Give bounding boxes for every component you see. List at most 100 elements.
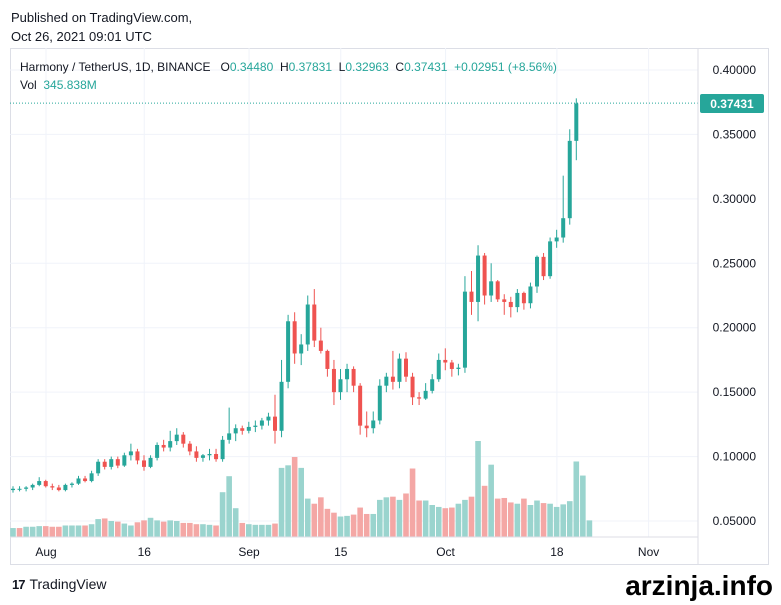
candle-body [548, 241, 553, 277]
volume-bar [363, 513, 370, 537]
candle-body [456, 367, 461, 369]
volume-bar [246, 524, 252, 537]
volume-bar [272, 523, 278, 537]
candle-body [253, 425, 258, 427]
candle-body [351, 368, 356, 386]
candle-body [358, 385, 363, 426]
volume-bar [56, 526, 62, 537]
candle-body [194, 451, 199, 458]
volume-bar [265, 524, 272, 537]
candle-body [181, 434, 186, 444]
volume-bar [193, 524, 200, 537]
brand-name: TradingView [29, 576, 107, 592]
volume-bar [147, 517, 154, 537]
candle-body [220, 439, 225, 460]
tradingview-brand[interactable]: 17 TradingView [12, 576, 107, 592]
volume-bar [88, 524, 95, 537]
volume-bar [298, 467, 304, 537]
candle-body [200, 455, 205, 458]
volume-bar [252, 524, 259, 537]
high-value: 0.37831 [288, 60, 332, 74]
volume-bar [278, 467, 285, 537]
y-tick-label: 0.40000 [713, 63, 757, 77]
volume-bar [49, 526, 56, 537]
volume-bar [219, 492, 226, 537]
volume-bar [154, 520, 160, 537]
candle-body [168, 441, 173, 448]
candle-body [259, 420, 264, 426]
candle-body [96, 461, 101, 474]
volume-bar [390, 496, 396, 537]
chart-frame [10, 48, 769, 565]
symbol-label[interactable]: Harmony / TetherUS, 1D, BINANCE [20, 60, 211, 74]
candle-body [161, 444, 166, 448]
change-value: +0.02951 (+8.56%) [454, 60, 557, 74]
open-value: 0.34480 [229, 60, 274, 74]
volume-bar [239, 522, 246, 537]
volume-bar [304, 498, 311, 537]
candle-body [331, 368, 336, 393]
volume-bar [455, 503, 462, 537]
candle-body [30, 484, 35, 488]
volume-bar [101, 518, 108, 537]
volume-bar [108, 521, 115, 537]
time-axis: Aug 16 Sep 15 Oct 18 Nov [35, 545, 659, 559]
candle-body [390, 376, 395, 382]
volume-bar [350, 514, 357, 537]
candle-body [430, 379, 435, 391]
volume-label: Vol [20, 78, 37, 92]
candle-body [469, 291, 474, 302]
volume-bar [187, 522, 193, 537]
y-tick-label: 0.15000 [713, 385, 757, 399]
candle-body [187, 443, 192, 452]
volume-bar [324, 508, 331, 537]
candle-body [174, 434, 179, 442]
volume-bar [213, 525, 219, 537]
volume-bar [553, 506, 560, 537]
candle-body [541, 256, 546, 277]
candle-body [292, 321, 297, 354]
volume-bar [259, 524, 265, 537]
volume-bar [580, 475, 586, 537]
candle-body [233, 428, 238, 434]
y-tick-label: 0.35000 [713, 127, 757, 141]
low-label: L [338, 60, 346, 74]
candle-body [109, 459, 114, 467]
volume-bar [462, 499, 468, 537]
volume-bar [180, 522, 187, 537]
volume-bar [540, 503, 547, 537]
volume-bar [285, 465, 291, 537]
close-value: 0.37431 [404, 60, 448, 74]
x-tick-label: Sep [238, 545, 260, 559]
volume-bar [383, 497, 390, 537]
published-note: Published on TradingView.com, Oct 26, 20… [11, 8, 192, 46]
volume-bar [560, 504, 566, 537]
volume-bar [115, 521, 121, 537]
candle-body [115, 459, 120, 466]
volume-bar [566, 501, 573, 537]
volume-bar [468, 496, 475, 537]
volume-bar [357, 507, 363, 537]
published-date: Oct 26, 2021 09:01 UTC [11, 29, 152, 44]
candle-body [83, 478, 88, 482]
candle-body [89, 473, 94, 482]
candle-body [135, 451, 140, 461]
volume-bar [396, 499, 403, 537]
candle-body [410, 376, 415, 398]
x-tick-label: Nov [638, 545, 659, 559]
candle-body [345, 368, 350, 380]
volume-bar [481, 485, 488, 537]
candle-body [279, 381, 284, 431]
open-label: O [220, 60, 230, 74]
volume-bar [514, 503, 521, 537]
y-tick-label: 0.05000 [713, 514, 757, 528]
candle-body [574, 103, 579, 141]
y-tick-label: 0.25000 [713, 256, 757, 270]
candle-body [495, 281, 500, 300]
candle-body [122, 455, 127, 466]
ohlc-legend: Harmony / TetherUS, 1D, BINANCE O0.34480… [20, 60, 557, 92]
volume-bar [200, 524, 206, 537]
volume-bar [403, 493, 409, 537]
volume-bar [429, 505, 435, 537]
